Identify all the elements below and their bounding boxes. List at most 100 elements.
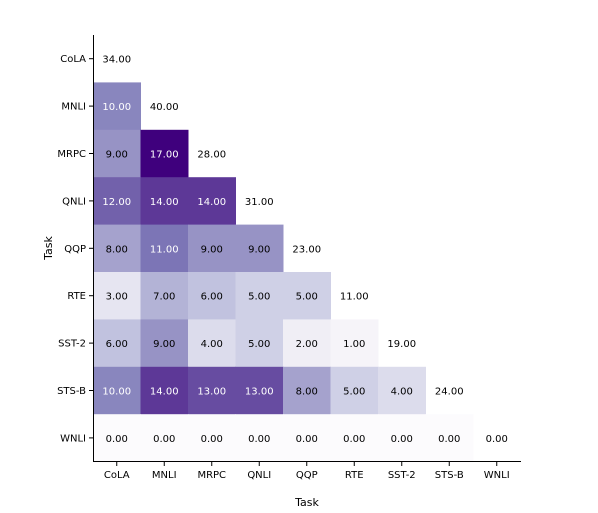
heatmap-cell (188, 224, 236, 273)
heatmap-cell-label: 9.00 (248, 244, 270, 255)
diagonal-labels: 34.00 40.00 28.00 31.00 23.00 11.00 19.00 24.00… (102, 55, 507, 445)
diagonal-cell-label: 11.00 (340, 292, 369, 303)
heatmap-cell-label: 0.00 (391, 434, 413, 445)
y-tick-label: CoLA (60, 54, 86, 65)
heatmap-cell-label: 0.00 (248, 434, 270, 445)
heatmap-cell-label: 0.00 (106, 434, 128, 445)
y-ticks: CoLA MNLI MRPC QNLI QQP RTE SST-2 STS-B WNLI (57, 54, 93, 444)
diagonal-cell-label: 34.00 (102, 55, 131, 66)
heatmap-cell (140, 177, 189, 226)
heatmap-cell-label: 0.00 (201, 434, 223, 445)
heatmap-cell-label: 14.00 (150, 197, 179, 208)
heatmap-cell-label: 12.00 (102, 197, 131, 208)
heatmap-cell-label: 7.00 (153, 292, 175, 303)
heatmap-cell-label: 8.00 (296, 387, 318, 398)
x-tick-label: WNLI (484, 470, 510, 481)
heatmap-cell-label: 1.00 (343, 339, 365, 350)
heatmap-cell (235, 272, 284, 320)
heatmap-cell (140, 414, 189, 463)
x-tick-label: QNLI (247, 470, 271, 481)
heatmap-cell (140, 272, 189, 320)
y-tick-label: QNLI (62, 196, 86, 207)
heatmap-cell (188, 177, 236, 226)
heatmap-cell (93, 82, 141, 131)
heatmap-cell (93, 272, 141, 320)
heatmap-cell (140, 129, 189, 178)
heatmap-cell (140, 319, 189, 368)
y-axis-label: Task (42, 236, 55, 261)
heatmap-cell-label: 5.00 (248, 292, 270, 303)
heatmap-cell-label: 14.00 (197, 197, 226, 208)
x-tick-label: MRPC (197, 470, 226, 481)
heatmap-cell (235, 224, 284, 273)
diagonal-cell-label: 31.00 (245, 197, 274, 208)
diagonal-cell-label: 0.00 (486, 434, 508, 445)
heatmap-cell (93, 224, 141, 273)
heatmap-cell (283, 366, 331, 415)
heatmap-cell-label: 11.00 (150, 244, 179, 255)
heatmap-cell (93, 129, 141, 178)
heatmap-cell (330, 319, 379, 368)
heatmap-cell (283, 272, 331, 320)
heatmap-cell-label: 6.00 (201, 292, 223, 303)
heatmap-cell-label: 4.00 (201, 339, 223, 350)
x-tick-label: SST-2 (388, 470, 416, 481)
heatmap-cell-label: 13.00 (197, 387, 226, 398)
heatmap-cell-label: 2.00 (296, 339, 318, 350)
heatmap-cell-label: 9.00 (153, 339, 175, 350)
heatmap-cell-label: 9.00 (106, 150, 128, 161)
heatmap-cell-label: 9.00 (201, 244, 223, 255)
heatmap-cell-label: 17.00 (150, 150, 179, 161)
x-tick-label: QQP (296, 470, 318, 481)
y-tick-label: QQP (64, 244, 86, 255)
heatmap-cell-label: 14.00 (150, 387, 179, 398)
heatmap-cell-label: 0.00 (296, 434, 318, 445)
x-tick-label: RTE (345, 470, 364, 481)
heatmap-cell (330, 414, 379, 463)
heatmap-cell (140, 366, 189, 415)
heatmap-cell (140, 224, 189, 273)
heatmap-cell (235, 414, 284, 463)
heatmap-cell-label: 4.00 (391, 387, 413, 398)
diagonal-cell-label: 28.00 (197, 150, 226, 161)
heatmap-cell (93, 319, 141, 368)
y-tick-label: MNLI (61, 102, 86, 113)
x-axis-label: Task (294, 496, 319, 509)
heatmap-cell-label: 13.00 (245, 387, 274, 398)
heatmap-cell (283, 319, 331, 368)
heatmap-cell (188, 272, 236, 320)
heatmap-cell-label: 3.00 (106, 292, 128, 303)
diagonal-cell-label: 40.00 (150, 102, 179, 113)
heatmap-cell (93, 177, 141, 226)
heatmap-cell-label: 6.00 (106, 339, 128, 350)
heatmap-cell (235, 366, 284, 415)
heatmap-cell (425, 414, 474, 463)
heatmap-cells: 10.00 9.00 17.00 12.00 14.00 14.00 8.00 11.00 9.… (93, 82, 474, 463)
heatmap-cell (235, 319, 284, 368)
heatmap-cell (93, 366, 141, 415)
heatmap-cell (378, 414, 426, 463)
y-tick-label: MRPC (57, 149, 86, 160)
heatmap-cell (330, 366, 379, 415)
y-tick-label: STS-B (57, 386, 86, 397)
heatmap-cell-label: 5.00 (343, 387, 365, 398)
heatmap-cell-label: 0.00 (438, 434, 460, 445)
heatmap-cell-label: 0.00 (153, 434, 175, 445)
x-ticks: CoLA MNLI MRPC QNLI QQP RTE SST-2 STS-B WNLI (104, 462, 510, 481)
heatmap-cell-label: 8.00 (106, 244, 128, 255)
heatmap-cell-label: 5.00 (296, 292, 318, 303)
heatmap-cell-label: 0.00 (343, 434, 365, 445)
heatmap-cell (378, 366, 426, 415)
diagonal-cell-label: 19.00 (387, 339, 416, 350)
heatmap-cell (188, 319, 236, 368)
heatmap-cell-label: 10.00 (102, 387, 131, 398)
heatmap-cell (93, 414, 141, 463)
heatmap-cell (188, 366, 236, 415)
heatmap-cell-label: 5.00 (248, 339, 270, 350)
diagonal-cell-label: 23.00 (292, 244, 321, 255)
x-tick-label: CoLA (104, 470, 130, 481)
y-tick-label: SST-2 (58, 339, 86, 350)
x-tick-label: STS-B (435, 470, 464, 481)
y-tick-label: WNLI (60, 433, 86, 444)
